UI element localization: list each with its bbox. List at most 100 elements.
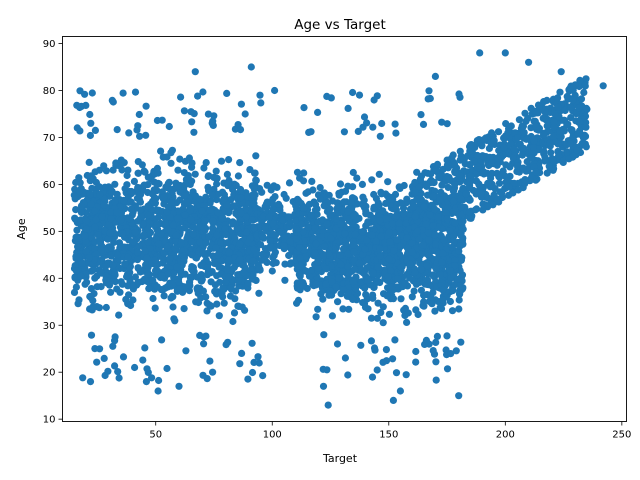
- scatter-point: [225, 248, 233, 257]
- scatter-point: [225, 209, 233, 217]
- scatter-point: [479, 206, 487, 214]
- scatter-point: [172, 237, 180, 245]
- scatter-point: [198, 207, 206, 215]
- scatter-point: [320, 331, 328, 339]
- scatter-point: [300, 169, 308, 177]
- scatter-point: [532, 108, 540, 117]
- scatter-point: [519, 122, 528, 130]
- scatter-point: [360, 113, 369, 121]
- scatter-point: [514, 186, 522, 194]
- scatter-point: [349, 278, 357, 286]
- scatter-point: [439, 249, 447, 257]
- scatter-point: [223, 89, 231, 97]
- scatter-point: [495, 179, 504, 187]
- scatter-point: [118, 280, 126, 288]
- scatter-point: [129, 238, 138, 246]
- scatter-point: [205, 233, 213, 241]
- scatter-point: [361, 303, 370, 311]
- scatter-point: [236, 240, 244, 248]
- scatter-point: [177, 239, 186, 247]
- scatter-point: [347, 198, 355, 206]
- scatter-point: [92, 215, 100, 224]
- scatter-point: [344, 208, 352, 216]
- scatter-point: [299, 177, 308, 185]
- scatter-point: [75, 174, 83, 182]
- scatter-point: [211, 287, 219, 295]
- scatter-point: [214, 209, 222, 217]
- scatter-point: [223, 239, 231, 247]
- scatter-point: [213, 180, 221, 188]
- scatter-point: [355, 91, 364, 99]
- scatter-point: [75, 296, 83, 304]
- scatter-point: [455, 90, 463, 98]
- scatter-point: [73, 124, 81, 132]
- scatter-point: [420, 302, 428, 310]
- scatter-point: [419, 120, 428, 128]
- scatter-point: [308, 177, 316, 185]
- y-tick-label: 30: [43, 321, 56, 332]
- scatter-point: [201, 217, 209, 225]
- scatter-point: [323, 92, 331, 100]
- scatter-point: [428, 300, 436, 308]
- scatter-point: [524, 114, 532, 123]
- scatter-point: [285, 251, 293, 260]
- scatter-point: [171, 317, 179, 325]
- scatter-point: [575, 104, 583, 112]
- scatter-point: [219, 293, 227, 301]
- scatter-point: [312, 200, 320, 209]
- scatter-point: [127, 187, 135, 196]
- scatter-point: [344, 289, 352, 298]
- scatter-point: [451, 256, 459, 265]
- scatter-point: [513, 167, 521, 176]
- scatter-point: [123, 171, 131, 180]
- scatter-point: [161, 219, 169, 228]
- scatter-point: [345, 269, 353, 277]
- scatter-point: [163, 364, 171, 373]
- scatter-point: [322, 280, 330, 288]
- scatter-point: [153, 283, 161, 291]
- scatter-point: [249, 271, 257, 279]
- scatter-point: [476, 49, 484, 57]
- scatter-point: [83, 278, 91, 286]
- scatter-point: [148, 374, 156, 382]
- scatter-point: [429, 271, 437, 279]
- scatter-point: [100, 162, 108, 170]
- scatter-point: [523, 158, 531, 166]
- scatter-point: [145, 285, 153, 293]
- scatter-point: [131, 363, 139, 372]
- scatter-point: [576, 118, 584, 126]
- scatter-point: [406, 274, 414, 282]
- scatter-point: [417, 111, 425, 119]
- scatter-point: [81, 237, 90, 245]
- scatter-point: [567, 103, 575, 112]
- scatter-point: [248, 339, 256, 347]
- scatter-point: [135, 110, 143, 119]
- scatter-point: [172, 199, 181, 207]
- scatter-point: [214, 251, 222, 259]
- scatter-point: [349, 221, 357, 229]
- scatter-point: [304, 188, 312, 196]
- scatter-point: [383, 292, 391, 300]
- scatter-point: [181, 270, 189, 278]
- scatter-point: [249, 191, 257, 199]
- scatter-point: [77, 272, 85, 280]
- scatter-point: [174, 182, 182, 191]
- scatter-point: [349, 183, 357, 191]
- scatter-point: [163, 244, 171, 252]
- scatter-point: [424, 229, 432, 237]
- scatter-point: [260, 256, 268, 264]
- scatter-point: [363, 264, 371, 272]
- scatter-point: [446, 227, 454, 235]
- scatter-point: [427, 170, 435, 178]
- scatter-point: [121, 260, 129, 268]
- y-tick-label: 20: [43, 368, 56, 379]
- scatter-point: [520, 144, 528, 152]
- scatter-point: [417, 286, 425, 294]
- scatter-point: [518, 151, 527, 159]
- scatter-point: [77, 208, 86, 216]
- scatter-point: [455, 392, 463, 400]
- scatter-point: [581, 81, 589, 89]
- x-tick-label: 250: [612, 430, 631, 441]
- scatter-point: [224, 180, 232, 188]
- scatter-point: [556, 88, 564, 96]
